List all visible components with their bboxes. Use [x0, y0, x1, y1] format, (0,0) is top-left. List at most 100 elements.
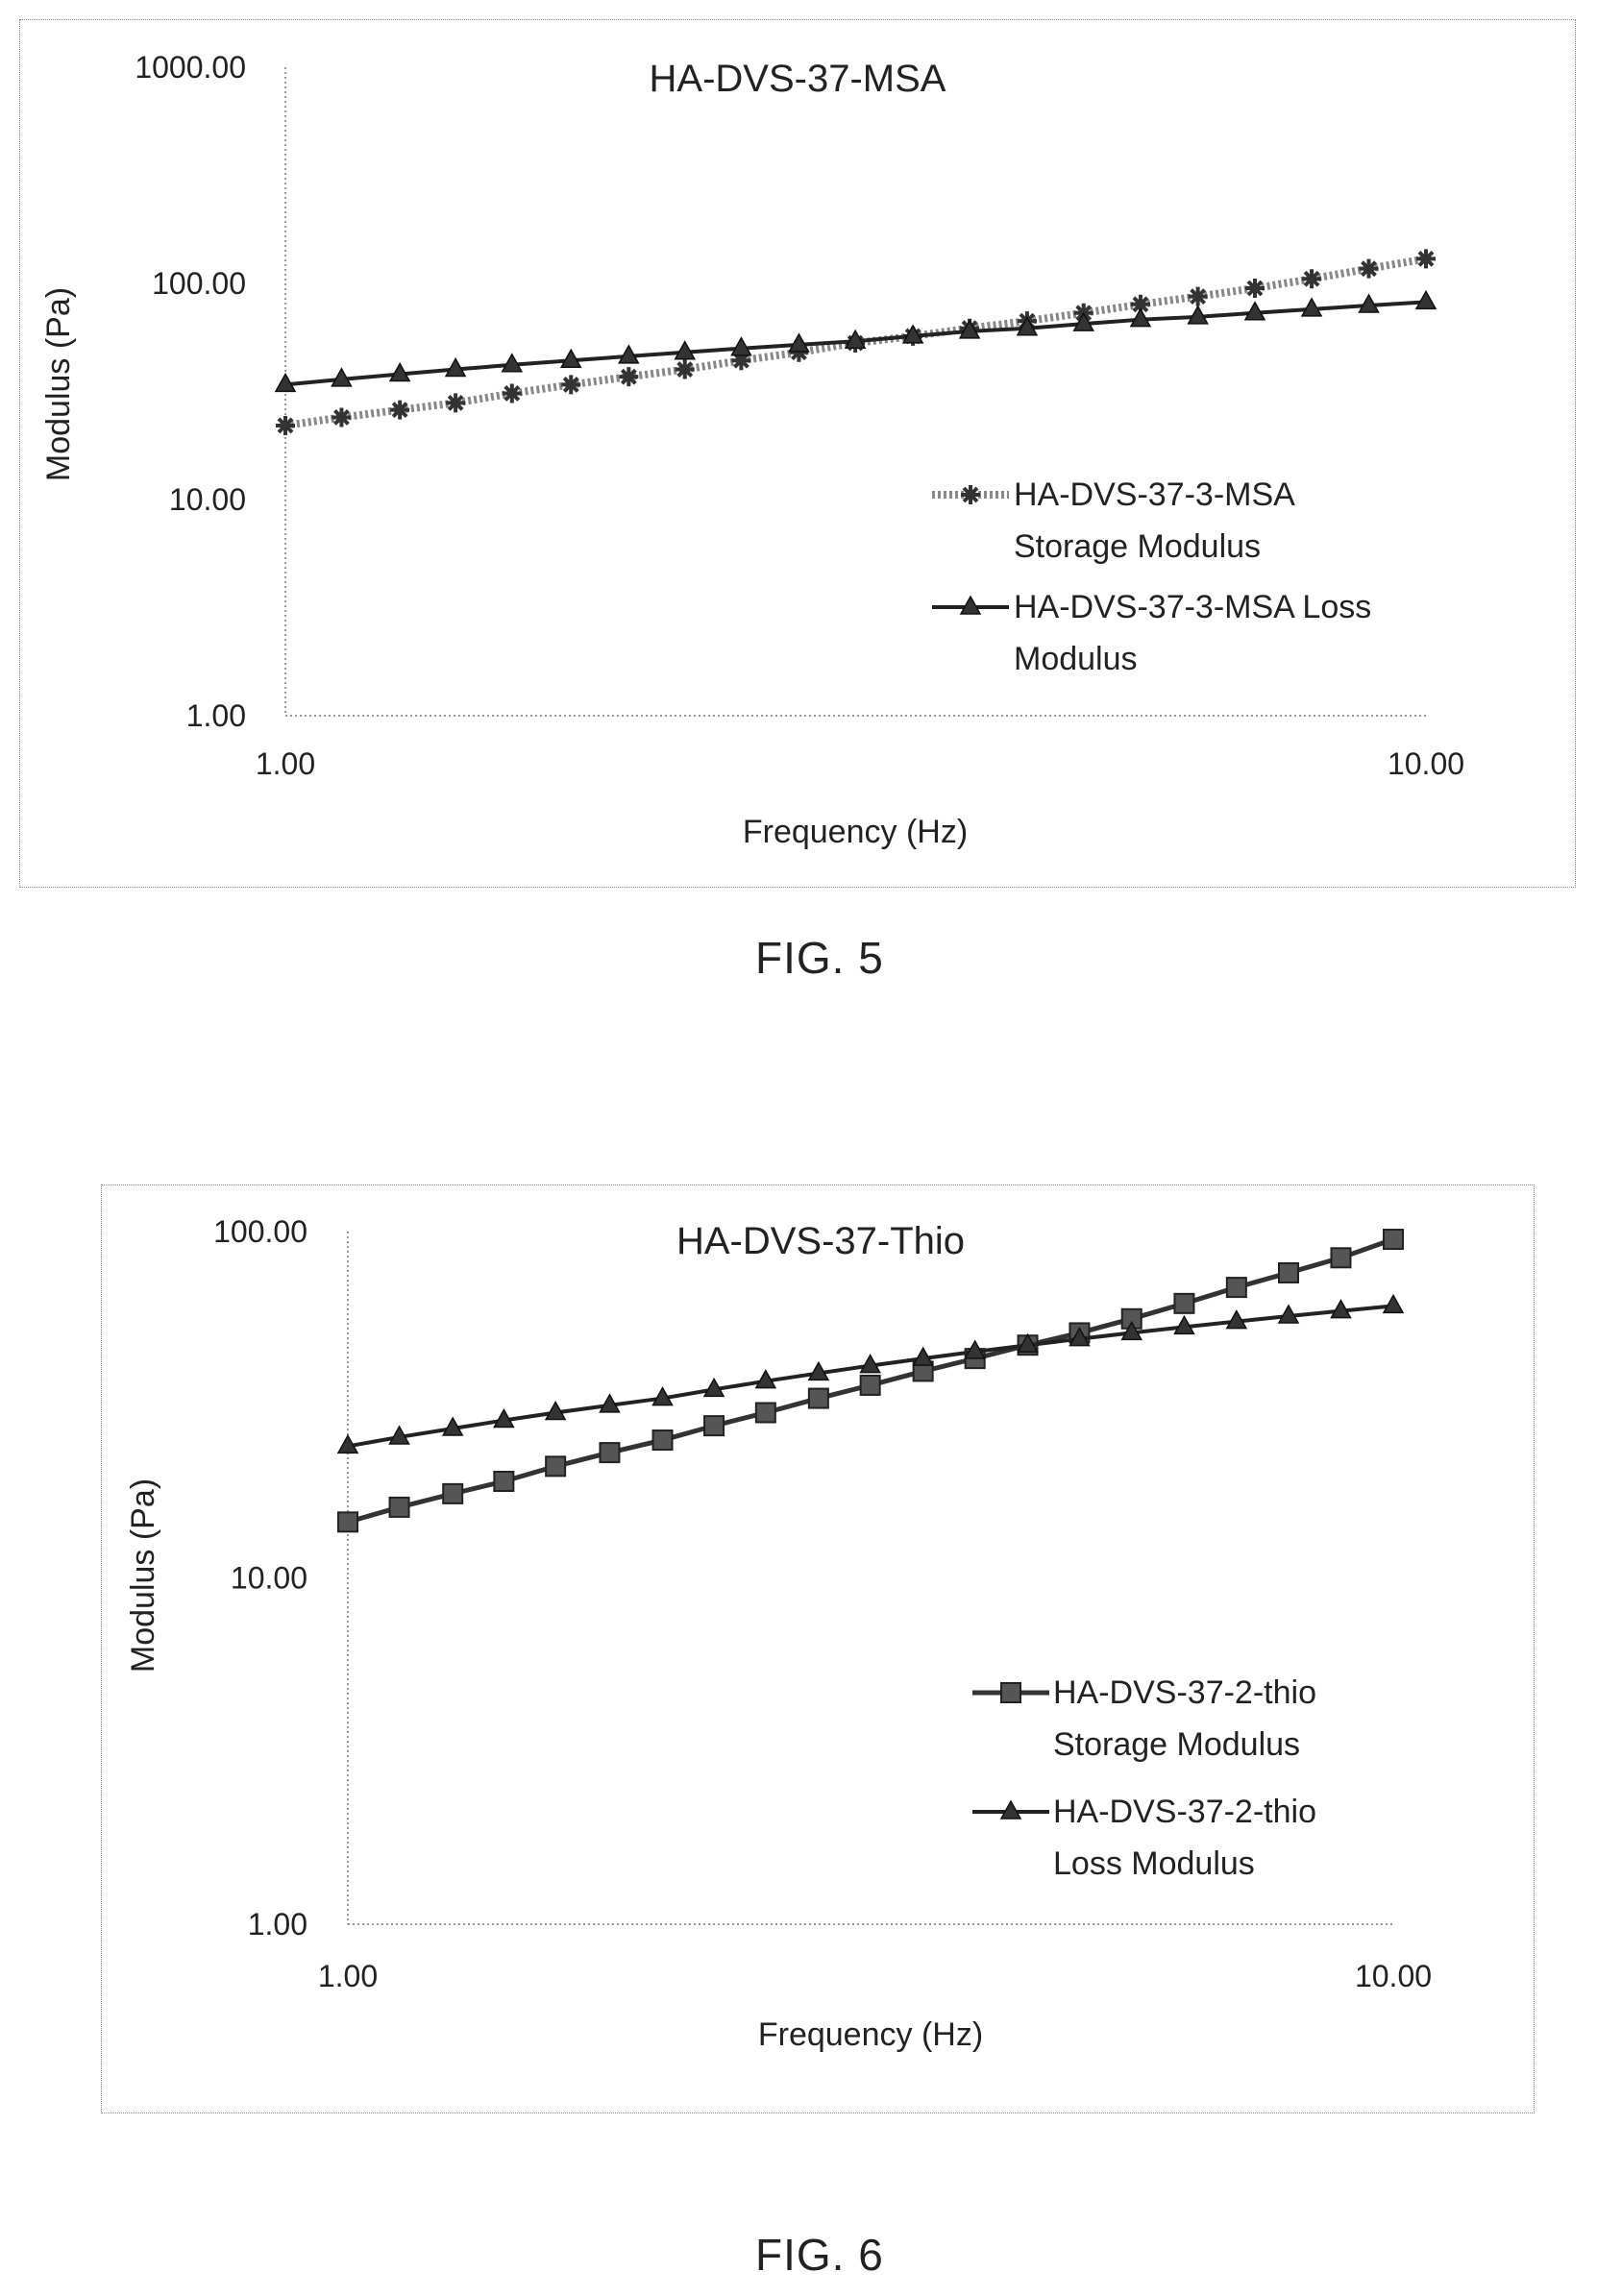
data-point	[599, 1393, 621, 1413]
y-tick-label: 1000.00	[135, 50, 246, 85]
data-point	[561, 375, 581, 395]
data-point	[788, 332, 810, 353]
data-point	[1382, 1293, 1405, 1314]
data-point	[651, 1386, 674, 1406]
data-point	[388, 362, 411, 382]
data-point	[1016, 316, 1039, 336]
data-point	[958, 319, 981, 339]
data-point	[703, 1415, 725, 1437]
data-point	[390, 400, 410, 420]
legend-entry: HA-DVS-37-3-MSA Loss Modulus	[932, 589, 1371, 677]
data-point	[1277, 1304, 1300, 1324]
legend-label: HA-DVS-37-2-thio	[1053, 1674, 1316, 1711]
data-point	[702, 1377, 725, 1398]
data-point	[559, 348, 582, 368]
legend-label: HA-DVS-37-2-thio	[1053, 1794, 1316, 1830]
data-point	[331, 367, 353, 387]
legend-entry: HA-DVS-37-2-thio Loss Modulus	[972, 1794, 1316, 1882]
chart-title: HA-DVS-37-MSA	[650, 58, 946, 100]
legend-swatch-marker	[1000, 1682, 1021, 1703]
data-point	[545, 1455, 567, 1478]
data-point	[1130, 294, 1150, 314]
y-axis-label: Modulus (Pa)	[40, 287, 77, 481]
legend-label: Storage Modulus	[1053, 1726, 1300, 1763]
data-point	[1225, 1277, 1247, 1299]
data-point	[1072, 311, 1094, 331]
data-point	[276, 415, 295, 435]
data-point	[1187, 305, 1209, 325]
data-point	[1225, 1309, 1248, 1330]
data-point	[337, 1511, 358, 1533]
data-point	[844, 329, 867, 349]
data-point	[1278, 1261, 1300, 1283]
y-tick-label: 1.00	[186, 698, 246, 733]
y-tick-label: 100.00	[152, 266, 246, 301]
data-point	[674, 340, 697, 360]
data-point	[1129, 307, 1152, 328]
data-point	[1414, 289, 1437, 310]
data-point	[618, 344, 640, 364]
legend-entry: HA-DVS-37-2-thio Storage Modulus	[972, 1674, 1316, 1763]
data-point	[493, 1407, 515, 1429]
data-point	[388, 1425, 410, 1445]
legend-swatch-marker	[999, 1799, 1022, 1820]
y-tick-label: 10.00	[231, 1561, 307, 1596]
x-axis-label: Frequency (Hz)	[758, 2016, 983, 2053]
data-point	[1302, 269, 1322, 289]
data-point	[651, 1429, 674, 1452]
data-point	[1330, 1247, 1352, 1269]
data-point	[901, 324, 924, 344]
y-tick-label: 10.00	[169, 482, 246, 517]
series-line	[284, 255, 1427, 429]
data-point	[1243, 301, 1266, 321]
series-1	[274, 289, 1437, 393]
data-point	[1173, 1314, 1195, 1335]
data-point	[1416, 249, 1436, 269]
legend-label: Storage Modulus	[1014, 528, 1261, 565]
data-point	[501, 353, 524, 373]
data-point	[1358, 293, 1380, 313]
y-tick-label: 1.00	[248, 1907, 307, 1942]
data-point	[859, 1374, 881, 1396]
data-point	[444, 356, 467, 378]
figure-6-frame	[101, 1185, 1535, 2113]
data-point	[493, 1471, 515, 1493]
data-point	[274, 372, 297, 393]
data-point	[912, 1346, 934, 1366]
data-point	[1383, 1229, 1404, 1251]
data-point	[1359, 258, 1379, 279]
data-point	[1188, 286, 1208, 306]
data-point	[859, 1354, 881, 1374]
y-tick-label: 100.00	[213, 1214, 307, 1249]
x-tick-label: 10.00	[1355, 1959, 1432, 1993]
data-point	[332, 407, 352, 427]
data-point	[1069, 1327, 1091, 1347]
data-point	[754, 1402, 776, 1424]
series-1	[336, 1293, 1405, 1454]
data-point	[754, 1369, 777, 1389]
data-point	[675, 359, 695, 379]
x-axis-label: Frequency (Hz)	[743, 814, 968, 850]
legend-label: HA-DVS-37-3-MSA Loss	[1014, 589, 1371, 625]
data-point	[964, 1339, 986, 1359]
figure-5-frame	[19, 19, 1576, 888]
data-point	[619, 367, 639, 387]
data-point	[502, 383, 522, 403]
data-point	[730, 336, 752, 356]
data-point	[441, 1416, 464, 1436]
legend-label: Modulus	[1014, 641, 1138, 677]
chart-title: HA-DVS-37-Thio	[676, 1220, 965, 1262]
data-point	[731, 351, 751, 371]
data-point	[1244, 279, 1265, 299]
data-point	[807, 1360, 830, 1381]
data-point	[1300, 297, 1323, 317]
legend-entry: HA-DVS-37-3-MSA Storage Modulus	[932, 476, 1295, 565]
figure-6-caption: FIG. 6	[755, 2230, 884, 2280]
data-point	[789, 342, 809, 362]
x-tick-label: 1.00	[256, 746, 315, 781]
legend-label: Loss Modulus	[1053, 1845, 1255, 1882]
x-tick-label: 1.00	[318, 1959, 378, 1993]
data-point	[1330, 1299, 1352, 1319]
